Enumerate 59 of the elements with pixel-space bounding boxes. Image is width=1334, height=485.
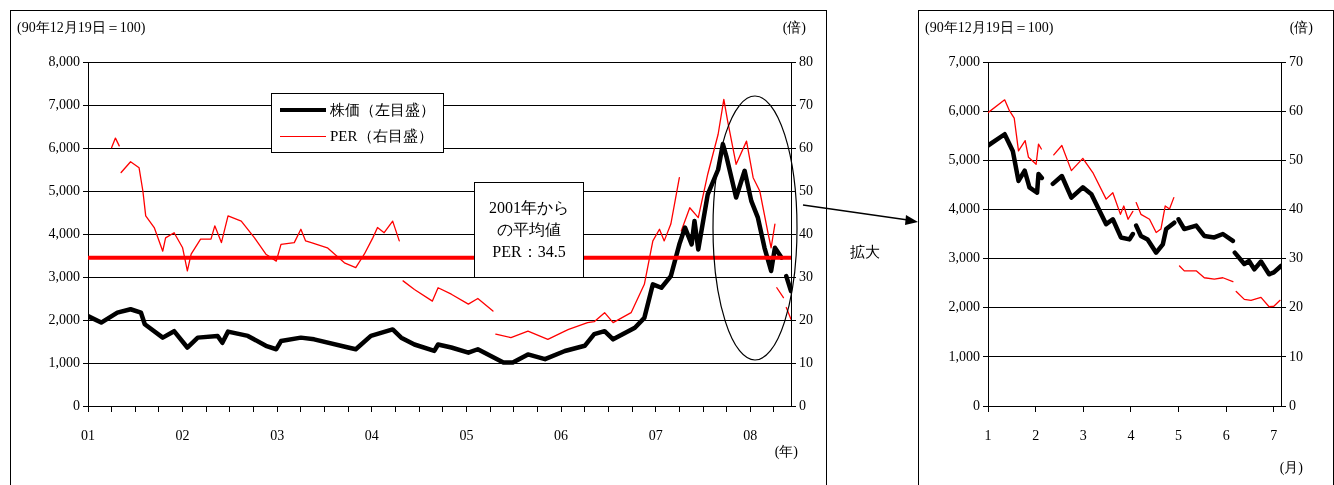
y2-tick-label: 0 bbox=[799, 397, 806, 413]
y2-tick-label: 20 bbox=[799, 311, 813, 327]
y2-tick-label: 60 bbox=[1289, 102, 1303, 118]
legend-label: PER（右目盛） bbox=[330, 126, 433, 146]
y-tick-label: 4,000 bbox=[48, 225, 80, 241]
x-tick-label: 02 bbox=[175, 428, 190, 444]
x-tick-label: 3 bbox=[1079, 428, 1087, 444]
y2-tick-label: 0 bbox=[1289, 397, 1296, 413]
y2-tick-label: 70 bbox=[799, 96, 813, 112]
y2-axis-title: (倍) bbox=[1289, 19, 1313, 37]
y-tick-label: 5,000 bbox=[48, 182, 80, 198]
x-axis-title: (月) bbox=[1279, 459, 1303, 477]
ref-line-label: 2001年からの平均値 PER：34.5 bbox=[474, 182, 584, 278]
y-tick-label: 0 bbox=[73, 397, 80, 413]
x-tick-label: 05 bbox=[459, 428, 474, 444]
y2-tick-label: 40 bbox=[799, 225, 813, 241]
x-tick-label: 06 bbox=[554, 428, 569, 444]
x-tick-label: 1 bbox=[984, 428, 992, 444]
x-tick-label: 7 bbox=[1270, 428, 1278, 444]
text: 拡大 bbox=[850, 243, 880, 262]
y-tick-label: 3,000 bbox=[48, 268, 80, 284]
y-tick-label: 2,000 bbox=[948, 299, 980, 315]
y-tick-label: 5,000 bbox=[948, 151, 980, 167]
y2-tick-label: 50 bbox=[1289, 151, 1303, 167]
y-tick-label: 8,000 bbox=[48, 53, 80, 69]
legend-label: 株価（左目盛） bbox=[330, 100, 435, 120]
y-tick-label: 6,000 bbox=[948, 102, 980, 118]
x-tick-label: 6 bbox=[1222, 428, 1230, 444]
x-axis-title: (年) bbox=[774, 443, 798, 461]
y2-tick-label: 60 bbox=[799, 139, 813, 155]
y-tick-label: 6,000 bbox=[48, 139, 80, 155]
x-tick-label: 07 bbox=[648, 428, 663, 444]
y-tick-label: 1,000 bbox=[48, 354, 80, 370]
y-tick-label: 3,000 bbox=[948, 250, 980, 266]
y-axis-title: (90年12月19日＝100) bbox=[17, 19, 146, 37]
y2-tick-label: 10 bbox=[799, 354, 813, 370]
x-tick-label: 4 bbox=[1127, 428, 1135, 444]
y2-tick-label: 30 bbox=[799, 268, 813, 284]
y-tick-label: 2,000 bbox=[48, 311, 80, 327]
x-tick-label: 04 bbox=[364, 428, 379, 444]
x-tick-label: 5 bbox=[1175, 428, 1183, 444]
x-tick-label: 2 bbox=[1032, 428, 1040, 444]
x-tick-label: 01 bbox=[81, 428, 95, 444]
y2-tick-label: 70 bbox=[1289, 53, 1303, 69]
y2-tick-label: 40 bbox=[1289, 201, 1303, 217]
y2-tick-label: 80 bbox=[799, 53, 813, 69]
y2-tick-label: 50 bbox=[799, 182, 813, 198]
y-tick-label: 1,000 bbox=[948, 348, 980, 364]
x-tick-label: 08 bbox=[743, 428, 758, 444]
y2-axis-title: (倍) bbox=[782, 19, 806, 37]
y-tick-label: 0 bbox=[973, 397, 980, 413]
y-axis-title: (90年12月19日＝100) bbox=[925, 19, 1054, 37]
y-tick-label: 4,000 bbox=[948, 201, 980, 217]
y2-tick-label: 20 bbox=[1289, 299, 1303, 315]
x-tick-label: 03 bbox=[270, 428, 285, 444]
y2-tick-label: 10 bbox=[1289, 348, 1303, 364]
y2-tick-label: 30 bbox=[1289, 250, 1303, 266]
y-tick-label: 7,000 bbox=[948, 53, 980, 69]
y-tick-label: 7,000 bbox=[48, 96, 80, 112]
